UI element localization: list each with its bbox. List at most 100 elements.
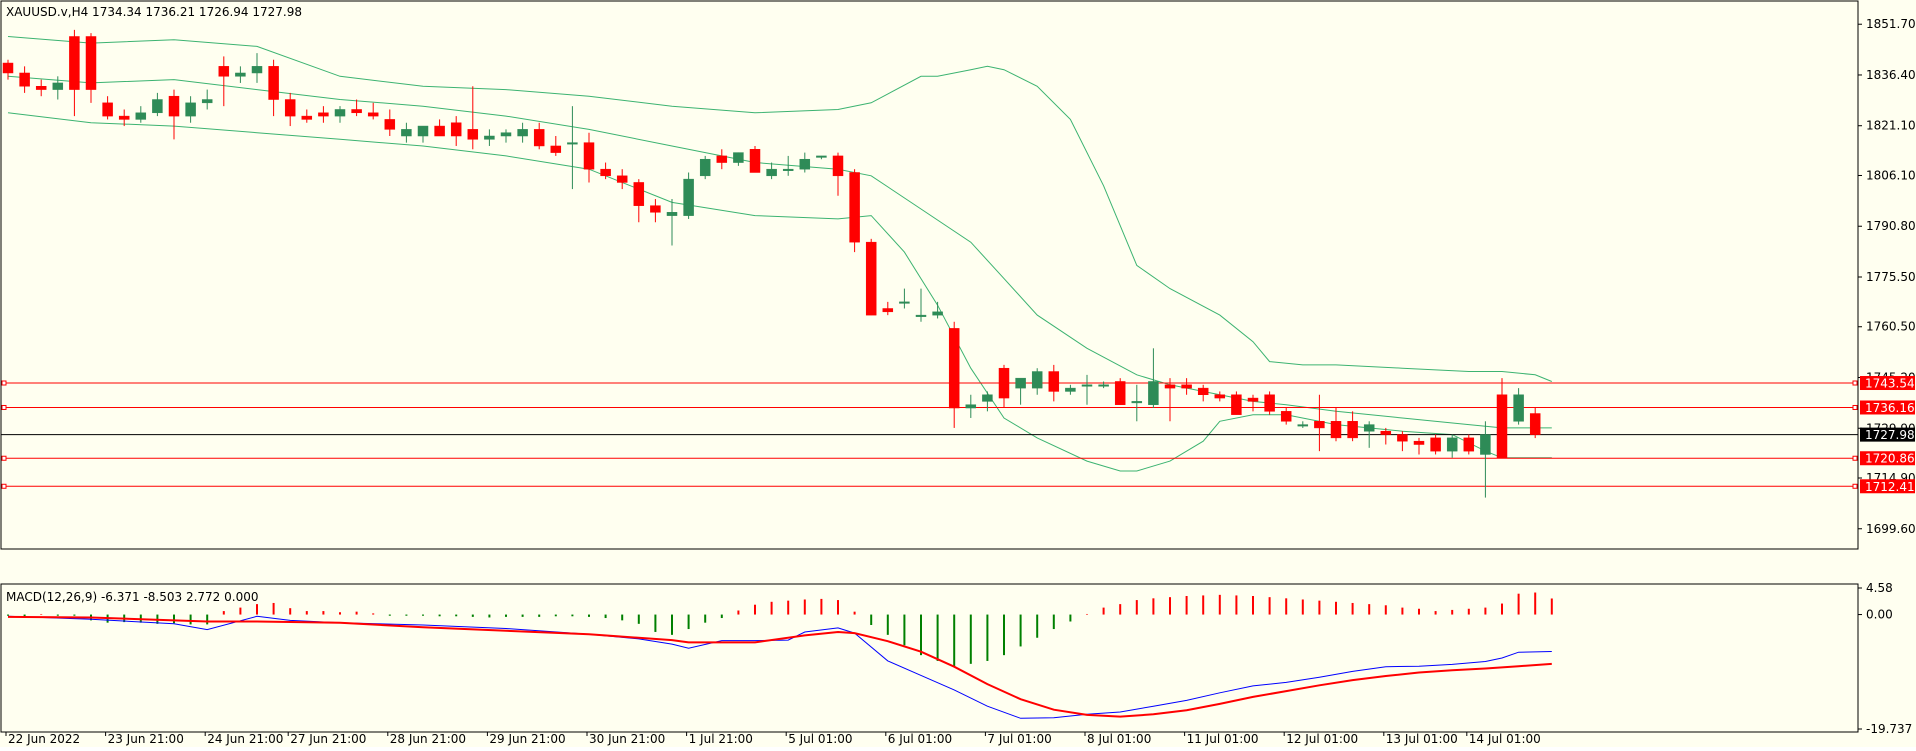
price-tick-label: 1699.60 — [1866, 522, 1916, 536]
bollinger-lower-line — [7, 112, 1552, 472]
time-tick-label: 13 Jul 01:00 — [1386, 732, 1458, 746]
candle-body — [1148, 381, 1159, 405]
level-price-label: 1743.54 — [1860, 376, 1915, 391]
candle-body — [1446, 437, 1458, 452]
candle-body — [401, 129, 412, 137]
candle-body — [1015, 377, 1026, 389]
macd-tick-label: -19.737 — [1866, 722, 1912, 736]
candle — [633, 179, 645, 223]
candle-body — [1413, 440, 1425, 445]
candle — [517, 122, 528, 143]
price-labels: 1743.54 1736.16 1727.98 1720.86 1712.41 — [1860, 376, 1915, 494]
price-tick-label: 1760.50 — [1866, 320, 1916, 334]
level-price-label: 1720.86 — [1860, 451, 1915, 466]
candle-body — [218, 66, 230, 77]
candle-body — [334, 109, 346, 117]
macd-title: MACD(12,26,9) -6.371 -8.503 2.772 0.000 — [6, 590, 258, 604]
price-label-box — [1860, 451, 1915, 466]
candle-body — [633, 182, 645, 206]
candle-body — [1131, 401, 1143, 404]
candle-body — [1430, 437, 1441, 452]
price-tick-label: 1790.80 — [1866, 219, 1916, 233]
candle-body — [1330, 421, 1342, 439]
level-anchor-right — [1852, 404, 1858, 410]
candle — [865, 238, 877, 316]
candle-body — [650, 205, 661, 213]
candle-body — [865, 241, 877, 316]
candle-body — [1480, 434, 1491, 455]
candle — [334, 106, 346, 123]
candle — [616, 169, 628, 190]
candle-body — [1463, 437, 1475, 452]
candle-body — [69, 36, 80, 90]
candle — [965, 394, 977, 418]
candle-body — [899, 301, 910, 304]
candle-body — [1197, 387, 1209, 396]
chart-title: XAUUSD.v,H4 1734.34 1736.21 1726.94 1727… — [6, 5, 302, 19]
candle-body — [600, 168, 611, 177]
candle — [417, 125, 429, 143]
candle — [782, 155, 794, 176]
price-label-text: 1743.54 — [1865, 377, 1915, 391]
level-anchor-right — [1852, 483, 1858, 489]
candle-body — [1214, 394, 1226, 399]
candle — [467, 86, 479, 150]
candle — [201, 89, 213, 110]
candle — [268, 59, 279, 117]
candle — [168, 89, 180, 140]
candle-body — [1363, 424, 1375, 432]
candle-body — [948, 328, 960, 409]
candle-body — [35, 86, 47, 90]
candle — [1264, 391, 1275, 415]
candle — [998, 364, 1010, 409]
candle — [1513, 388, 1524, 425]
candle — [1164, 378, 1176, 422]
candle-body — [583, 142, 595, 170]
candle-body — [1114, 381, 1126, 405]
candle-body — [1247, 397, 1259, 402]
candle-body — [135, 112, 147, 120]
candle-body — [102, 102, 113, 117]
candle — [52, 76, 64, 100]
candle — [384, 109, 396, 137]
time-tick-label: 6 Jul 01:00 — [888, 732, 952, 746]
candle — [19, 66, 30, 93]
candle — [1247, 394, 1259, 412]
candle-body — [749, 149, 761, 173]
level-price-label: 1712.41 — [1860, 479, 1915, 494]
candle-body — [1314, 421, 1325, 429]
candle-body — [351, 109, 362, 114]
candle — [450, 116, 462, 146]
candle — [1114, 378, 1126, 405]
candle-body — [1347, 421, 1358, 439]
candle — [1015, 377, 1026, 405]
candle — [235, 66, 246, 83]
candle-body — [1513, 394, 1524, 422]
macd-frame — [0, 583, 1859, 733]
candle — [832, 152, 844, 196]
candle-body — [235, 72, 246, 77]
candle — [1065, 384, 1076, 395]
candle-body — [1098, 384, 1109, 387]
candle — [500, 129, 512, 143]
macd-signal-line — [7, 615, 1552, 718]
candle — [733, 152, 744, 166]
candle-body — [915, 314, 927, 317]
candle — [1380, 427, 1392, 445]
horizontal-levels — [1, 380, 1858, 489]
price-tick-label: 1851.70 — [1866, 17, 1916, 31]
candle — [351, 99, 362, 117]
candle — [1131, 384, 1143, 422]
time-axis: 22 Jun 2022 23 Jun 21:00 24 Jun 21:00 27 Ju… — [5, 732, 1541, 746]
price-label-box — [1860, 427, 1915, 442]
price-label-text: 1712.41 — [1865, 480, 1915, 494]
candle-body — [1380, 430, 1392, 435]
candle — [1214, 391, 1226, 402]
candle — [948, 321, 960, 428]
candle — [434, 119, 445, 137]
candle — [650, 199, 661, 223]
candle — [1048, 364, 1060, 402]
candle — [69, 29, 80, 117]
candle-body — [550, 145, 562, 153]
